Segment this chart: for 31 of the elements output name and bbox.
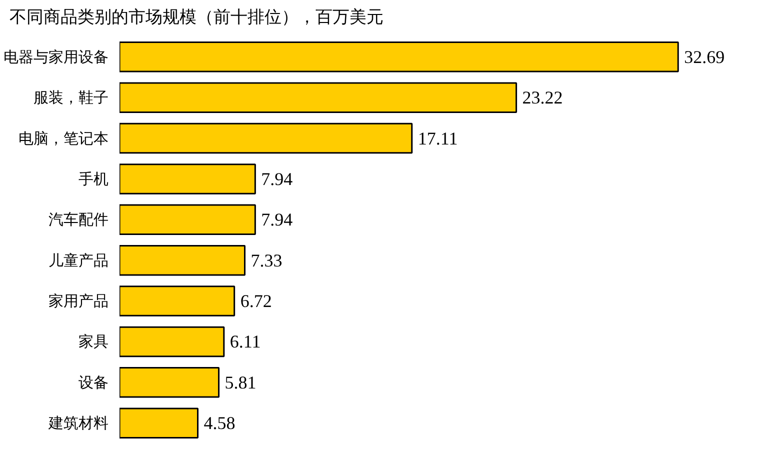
data-label: 7.94	[261, 168, 293, 189]
chart-title: 不同商品类别的市场规模（前十排位），百万美元	[10, 8, 384, 28]
bar	[120, 122, 413, 154]
y-tick-label: 手机	[78, 170, 108, 188]
data-label: 4.58	[204, 413, 236, 434]
y-tick-label: 家用产品	[48, 292, 108, 310]
data-label: 6.72	[240, 291, 272, 312]
data-label: 32.69	[684, 46, 725, 67]
bar	[120, 408, 199, 438]
y-tick-label: 电器与家用设备	[4, 48, 108, 66]
data-label: 5.81	[224, 372, 256, 392]
y-tick-label: 汽车配件	[48, 210, 108, 229]
data-label: 23.22	[522, 88, 563, 108]
y-tick-label: 家具	[78, 332, 108, 351]
y-tick-label: 设备	[78, 373, 108, 392]
bar	[120, 367, 220, 398]
bar	[120, 82, 518, 113]
data-label: 6.11	[230, 332, 261, 352]
bar	[120, 164, 256, 194]
data-label: 7.33	[250, 250, 282, 270]
data-label: 7.94	[261, 210, 293, 230]
bar	[120, 244, 246, 276]
bar	[120, 286, 236, 316]
bar	[120, 204, 256, 236]
bar	[120, 42, 679, 72]
y-tick-label: 儿童产品	[48, 251, 108, 270]
bar	[120, 326, 225, 358]
y-tick-label: 电脑，笔记本	[18, 129, 108, 148]
y-tick-label: 服装，鞋子	[34, 88, 108, 107]
data-label: 17.11	[418, 128, 458, 148]
y-tick-label: 建筑材料	[48, 414, 108, 432]
